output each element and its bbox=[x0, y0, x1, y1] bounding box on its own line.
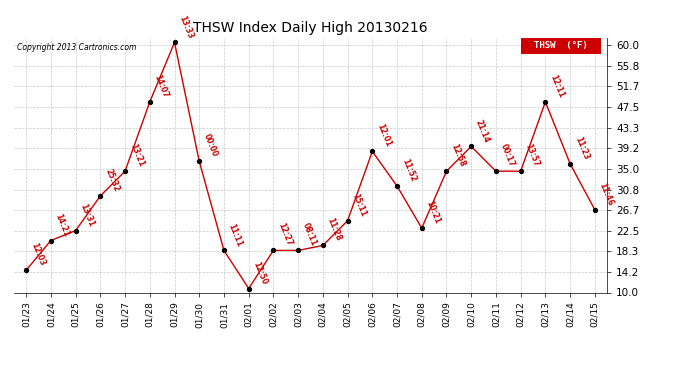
Point bbox=[144, 99, 155, 105]
Text: 11:52: 11:52 bbox=[400, 158, 417, 183]
Text: 11:23: 11:23 bbox=[573, 135, 590, 161]
Text: 08:11: 08:11 bbox=[301, 222, 318, 248]
Point bbox=[317, 243, 328, 249]
Text: 13:57: 13:57 bbox=[524, 142, 541, 168]
Point bbox=[169, 39, 180, 45]
Text: 12:50: 12:50 bbox=[251, 260, 269, 286]
Point bbox=[391, 183, 402, 189]
Text: 10:21: 10:21 bbox=[424, 200, 442, 225]
Text: 14:07: 14:07 bbox=[152, 73, 170, 99]
Text: Copyright 2013 Cartronics.com: Copyright 2013 Cartronics.com bbox=[17, 43, 136, 52]
Text: 14:21: 14:21 bbox=[54, 212, 71, 238]
Point bbox=[564, 161, 575, 167]
Point bbox=[540, 99, 551, 105]
Text: 13:31: 13:31 bbox=[79, 202, 96, 228]
Text: 00:17: 00:17 bbox=[499, 142, 516, 168]
Text: 13:33: 13:33 bbox=[177, 14, 195, 40]
Text: 13:21: 13:21 bbox=[128, 142, 145, 168]
Text: 12:58: 12:58 bbox=[449, 142, 466, 168]
Text: 11:28: 11:28 bbox=[326, 217, 343, 243]
Point bbox=[268, 248, 279, 254]
Point bbox=[243, 285, 254, 291]
Point bbox=[46, 237, 57, 243]
Point bbox=[441, 168, 452, 174]
Point bbox=[95, 193, 106, 199]
Text: 12:11: 12:11 bbox=[548, 74, 566, 99]
Point bbox=[21, 267, 32, 273]
Point bbox=[119, 168, 130, 174]
Text: 12:27: 12:27 bbox=[276, 222, 294, 248]
Point bbox=[194, 158, 205, 164]
Text: 12:01: 12:01 bbox=[375, 123, 393, 148]
Title: THSW Index Daily High 20130216: THSW Index Daily High 20130216 bbox=[193, 21, 428, 35]
Point bbox=[589, 207, 600, 213]
Point bbox=[219, 248, 230, 254]
Point bbox=[342, 218, 353, 224]
Point bbox=[416, 225, 427, 231]
Point bbox=[293, 248, 304, 254]
Text: 11:46: 11:46 bbox=[598, 181, 615, 207]
Text: 00:00: 00:00 bbox=[202, 133, 219, 159]
Text: 12:03: 12:03 bbox=[29, 242, 46, 267]
Point bbox=[70, 228, 81, 234]
Text: 11:11: 11:11 bbox=[227, 222, 244, 248]
Text: 15:11: 15:11 bbox=[351, 192, 368, 218]
Point bbox=[491, 168, 502, 174]
Point bbox=[367, 148, 378, 154]
Point bbox=[466, 143, 477, 149]
Point bbox=[515, 168, 526, 174]
Text: 25:32: 25:32 bbox=[103, 168, 121, 193]
Text: 21:14: 21:14 bbox=[474, 118, 491, 144]
